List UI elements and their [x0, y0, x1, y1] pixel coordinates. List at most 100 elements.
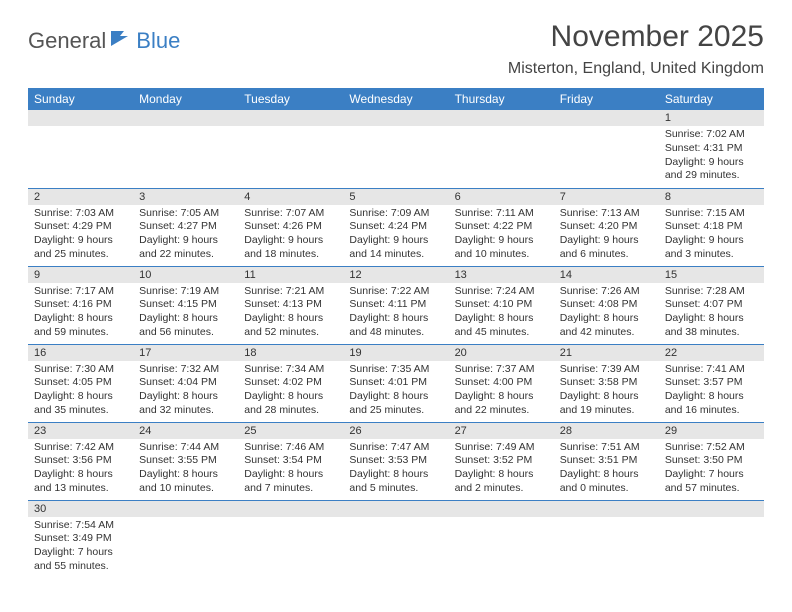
day-content: Sunrise: 7:34 AMSunset: 4:02 PMDaylight:… — [238, 361, 343, 422]
day-number: 8 — [659, 189, 764, 205]
sunrise-text: Sunrise: 7:05 AM — [139, 207, 232, 221]
day-content: Sunrise: 7:13 AMSunset: 4:20 PMDaylight:… — [554, 205, 659, 266]
sunrise-text: Sunrise: 7:44 AM — [139, 441, 232, 455]
sunrise-text: Sunrise: 7:26 AM — [560, 285, 653, 299]
day-number: 23 — [28, 423, 133, 439]
day-number: 4 — [238, 189, 343, 205]
day-number-empty — [343, 501, 448, 517]
sunset-text: Sunset: 4:16 PM — [34, 298, 127, 312]
day-content: Sunrise: 7:37 AMSunset: 4:00 PMDaylight:… — [449, 361, 554, 422]
day-number: 2 — [28, 189, 133, 205]
daylight-text: Daylight: 8 hours and 32 minutes. — [139, 390, 232, 417]
sunrise-text: Sunrise: 7:52 AM — [665, 441, 758, 455]
sunrise-text: Sunrise: 7:17 AM — [34, 285, 127, 299]
day-content: Sunrise: 7:41 AMSunset: 3:57 PMDaylight:… — [659, 361, 764, 422]
calendar-cell: 12Sunrise: 7:22 AMSunset: 4:11 PMDayligh… — [343, 266, 448, 344]
calendar-cell: 9 Sunrise: 7:17 AMSunset: 4:16 PMDaylight… — [28, 266, 133, 344]
day-number: 7 — [554, 189, 659, 205]
sunrise-text: Sunrise: 7:19 AM — [139, 285, 232, 299]
day-number: 20 — [449, 345, 554, 361]
sunset-text: Sunset: 4:10 PM — [455, 298, 548, 312]
calendar-cell: 2Sunrise: 7:03 AMSunset: 4:29 PMDaylight… — [28, 188, 133, 266]
daylight-text: Daylight: 8 hours and 2 minutes. — [455, 468, 548, 495]
day-number: 13 — [449, 267, 554, 283]
daylight-text: Daylight: 9 hours and 22 minutes. — [139, 234, 232, 261]
sunrise-text: Sunrise: 7:51 AM — [560, 441, 653, 455]
calendar-cell: 20Sunrise: 7:37 AMSunset: 4:00 PMDayligh… — [449, 344, 554, 422]
calendar-body: 1Sunrise: 7:02 AMSunset: 4:31 PMDaylight… — [28, 110, 764, 578]
day-number: 12 — [343, 267, 448, 283]
day-number: 22 — [659, 345, 764, 361]
sunset-text: Sunset: 4:15 PM — [139, 298, 232, 312]
daylight-text: Daylight: 8 hours and 52 minutes. — [244, 312, 337, 339]
calendar-header-row: Sunday Monday Tuesday Wednesday Thursday… — [28, 88, 764, 110]
sunrise-text: Sunrise: 7:32 AM — [139, 363, 232, 377]
day-number: 30 — [28, 501, 133, 517]
calendar-cell: 7Sunrise: 7:13 AMSunset: 4:20 PMDaylight… — [554, 188, 659, 266]
day-number: 19 — [343, 345, 448, 361]
sunrise-text: Sunrise: 7:37 AM — [455, 363, 548, 377]
daylight-text: Daylight: 8 hours and 59 minutes. — [34, 312, 127, 339]
location-text: Misterton, England, United Kingdom — [508, 60, 764, 78]
calendar-cell: 25Sunrise: 7:46 AMSunset: 3:54 PMDayligh… — [238, 422, 343, 500]
daylight-text: Daylight: 8 hours and 48 minutes. — [349, 312, 442, 339]
day-content: Sunrise: 7:51 AMSunset: 3:51 PMDaylight:… — [554, 439, 659, 500]
day-content: Sunrise: 7:02 AMSunset: 4:31 PMDaylight:… — [659, 126, 764, 187]
logo-flag-icon — [110, 30, 132, 53]
sunset-text: Sunset: 3:52 PM — [455, 454, 548, 468]
daylight-text: Daylight: 9 hours and 25 minutes. — [34, 234, 127, 261]
day-number: 29 — [659, 423, 764, 439]
calendar-cell: 8Sunrise: 7:15 AMSunset: 4:18 PMDaylight… — [659, 188, 764, 266]
calendar-cell: 21Sunrise: 7:39 AMSunset: 3:58 PMDayligh… — [554, 344, 659, 422]
day-content: Sunrise: 7:49 AMSunset: 3:52 PMDaylight:… — [449, 439, 554, 500]
day-number-empty — [449, 110, 554, 126]
calendar-cell — [449, 110, 554, 188]
calendar-cell — [659, 500, 764, 578]
daylight-text: Daylight: 8 hours and 13 minutes. — [34, 468, 127, 495]
day-number: 18 — [238, 345, 343, 361]
calendar-cell: 26Sunrise: 7:47 AMSunset: 3:53 PMDayligh… — [343, 422, 448, 500]
sunset-text: Sunset: 4:05 PM — [34, 376, 127, 390]
calendar-cell: 6Sunrise: 7:11 AMSunset: 4:22 PMDaylight… — [449, 188, 554, 266]
day-content: Sunrise: 7:19 AMSunset: 4:15 PMDaylight:… — [133, 283, 238, 344]
calendar-cell — [343, 500, 448, 578]
calendar-page: General Blue November 2025 Misterton, En… — [0, 0, 792, 598]
sunset-text: Sunset: 3:57 PM — [665, 376, 758, 390]
title-block: November 2025 Misterton, England, United… — [508, 20, 764, 78]
sunset-text: Sunset: 4:04 PM — [139, 376, 232, 390]
calendar-cell: 28Sunrise: 7:51 AMSunset: 3:51 PMDayligh… — [554, 422, 659, 500]
day-header-friday: Friday — [554, 88, 659, 110]
sunset-text: Sunset: 4:24 PM — [349, 220, 442, 234]
sunrise-text: Sunrise: 7:22 AM — [349, 285, 442, 299]
calendar-cell: 23Sunrise: 7:42 AMSunset: 3:56 PMDayligh… — [28, 422, 133, 500]
day-number: 9 — [28, 267, 133, 283]
daylight-text: Daylight: 9 hours and 6 minutes. — [560, 234, 653, 261]
day-content: Sunrise: 7:03 AMSunset: 4:29 PMDaylight:… — [28, 205, 133, 266]
daylight-text: Daylight: 7 hours and 55 minutes. — [34, 546, 127, 573]
sunset-text: Sunset: 4:27 PM — [139, 220, 232, 234]
sunset-text: Sunset: 4:11 PM — [349, 298, 442, 312]
calendar-cell: 15Sunrise: 7:28 AMSunset: 4:07 PMDayligh… — [659, 266, 764, 344]
calendar-cell: 10Sunrise: 7:19 AMSunset: 4:15 PMDayligh… — [133, 266, 238, 344]
calendar-cell: 22Sunrise: 7:41 AMSunset: 3:57 PMDayligh… — [659, 344, 764, 422]
day-content: Sunrise: 7:44 AMSunset: 3:55 PMDaylight:… — [133, 439, 238, 500]
day-content: Sunrise: 7:22 AMSunset: 4:11 PMDaylight:… — [343, 283, 448, 344]
sunset-text: Sunset: 4:26 PM — [244, 220, 337, 234]
daylight-text: Daylight: 9 hours and 14 minutes. — [349, 234, 442, 261]
sunset-text: Sunset: 3:58 PM — [560, 376, 653, 390]
day-content: Sunrise: 7:47 AMSunset: 3:53 PMDaylight:… — [343, 439, 448, 500]
sunset-text: Sunset: 4:00 PM — [455, 376, 548, 390]
sunrise-text: Sunrise: 7:47 AM — [349, 441, 442, 455]
calendar-cell: 1Sunrise: 7:02 AMSunset: 4:31 PMDaylight… — [659, 110, 764, 188]
sunset-text: Sunset: 4:29 PM — [34, 220, 127, 234]
day-content: Sunrise: 7:54 AMSunset: 3:49 PMDaylight:… — [28, 517, 133, 578]
day-header-wednesday: Wednesday — [343, 88, 448, 110]
sunrise-text: Sunrise: 7:46 AM — [244, 441, 337, 455]
daylight-text: Daylight: 9 hours and 10 minutes. — [455, 234, 548, 261]
day-number-empty — [133, 501, 238, 517]
day-content: Sunrise: 7:28 AMSunset: 4:07 PMDaylight:… — [659, 283, 764, 344]
daylight-text: Daylight: 8 hours and 42 minutes. — [560, 312, 653, 339]
calendar-cell — [343, 110, 448, 188]
calendar-cell: 16Sunrise: 7:30 AMSunset: 4:05 PMDayligh… — [28, 344, 133, 422]
header: General Blue November 2025 Misterton, En… — [28, 20, 764, 78]
